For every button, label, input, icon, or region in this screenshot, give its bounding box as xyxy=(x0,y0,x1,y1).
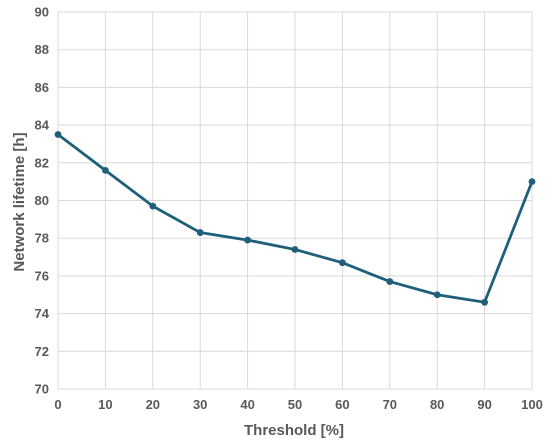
x-tick-label: 70 xyxy=(383,397,397,412)
data-point xyxy=(386,278,394,285)
data-point xyxy=(481,298,488,306)
data-point xyxy=(291,246,299,253)
y-tick-label: 84 xyxy=(35,118,50,133)
x-tick-label: 0 xyxy=(54,397,61,412)
x-axis-title: Threshold [%] xyxy=(244,422,344,439)
data-point xyxy=(196,229,204,236)
x-tick-label: 50 xyxy=(288,397,302,412)
data-point xyxy=(433,291,441,299)
series-layer xyxy=(54,131,536,306)
x-tick-label: 20 xyxy=(146,397,160,412)
data-point xyxy=(54,131,62,138)
y-tick-label: 70 xyxy=(35,382,49,397)
grid-lines xyxy=(57,11,533,390)
y-tick-label: 74 xyxy=(35,306,50,321)
y-axis-title: Network lifetime [h] xyxy=(11,132,28,271)
y-tick-label: 76 xyxy=(35,268,49,283)
x-tick-label: 100 xyxy=(521,397,543,412)
data-point xyxy=(339,259,346,267)
x-tick-label: 10 xyxy=(98,397,112,412)
data-point xyxy=(149,202,157,210)
x-tick-label: 60 xyxy=(335,397,349,412)
y-tick-label: 72 xyxy=(35,344,49,359)
x-tick-label: 30 xyxy=(193,397,207,412)
x-tick-label: 90 xyxy=(477,397,491,412)
data-point xyxy=(102,166,109,174)
data-point xyxy=(528,178,536,186)
y-tick-label: 88 xyxy=(35,42,49,57)
y-tick-label: 86 xyxy=(35,80,49,95)
y-tick-label: 90 xyxy=(35,5,49,20)
y-tick-label: 82 xyxy=(35,155,49,170)
x-tick-label: 40 xyxy=(240,397,254,412)
data-point xyxy=(244,236,252,244)
x-tick-label: 80 xyxy=(430,397,444,412)
axes xyxy=(57,12,532,390)
y-tick-label: 78 xyxy=(35,231,49,246)
y-tick-label: 80 xyxy=(35,193,49,208)
tick-labels: 70 72 74 76 78 80 82 84 86 88 90 0 10 20 30 40 50 60 70 80 9… xyxy=(35,5,543,413)
